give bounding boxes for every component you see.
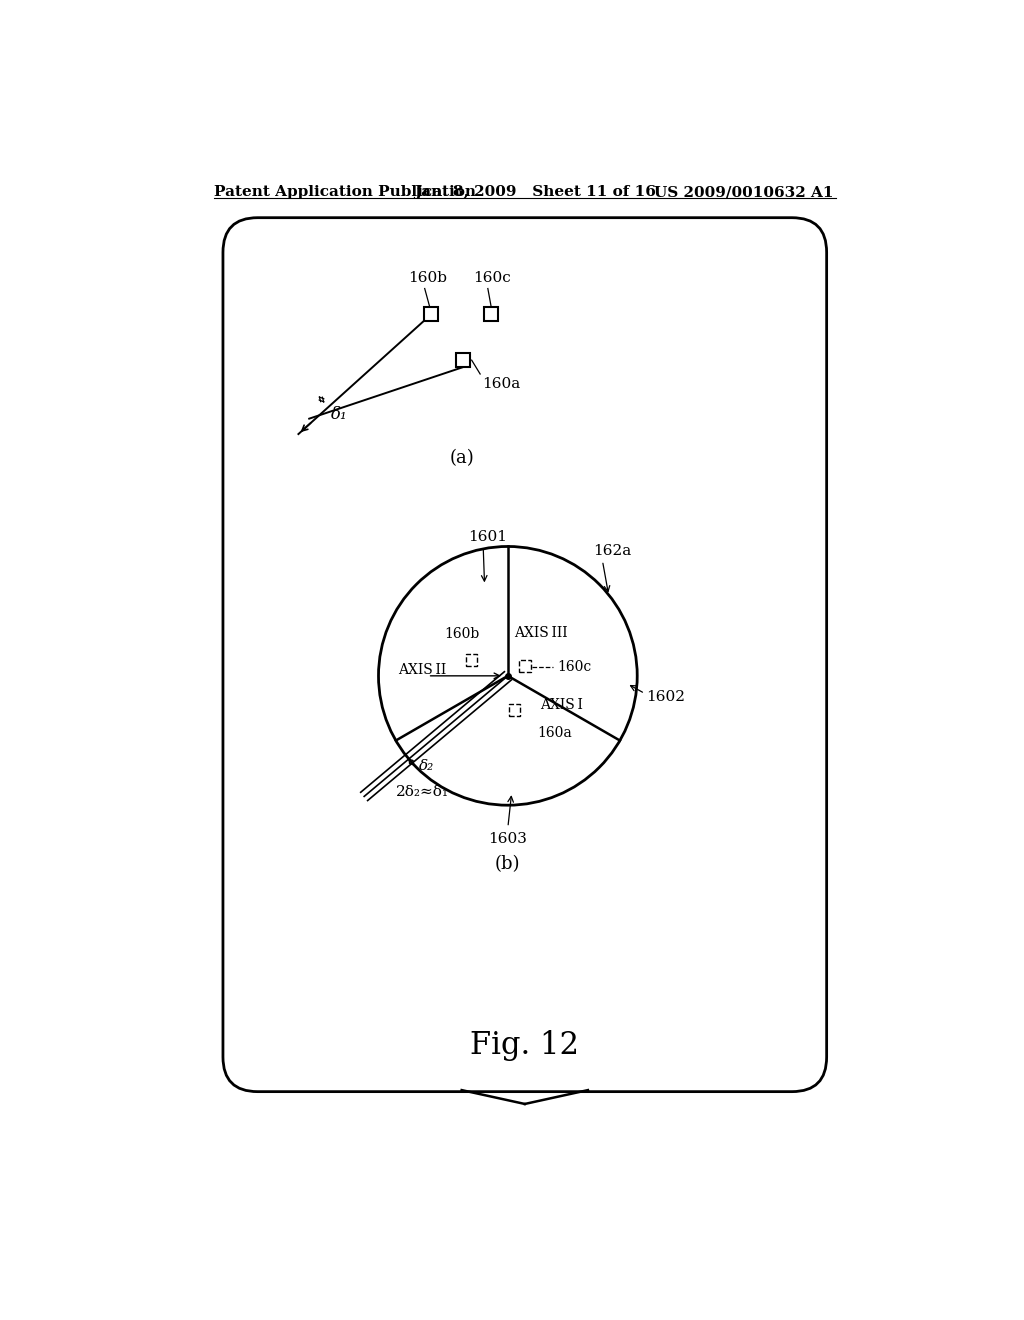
Bar [484, 308, 498, 321]
Bar [457, 354, 470, 367]
Text: Fig. 12: Fig. 12 [470, 1030, 580, 1061]
Text: 1602: 1602 [646, 690, 685, 705]
Text: 1601: 1601 [468, 531, 507, 544]
Text: 160b: 160b [409, 272, 447, 285]
Text: AXIS I: AXIS I [541, 698, 583, 711]
Bar [509, 705, 520, 715]
FancyBboxPatch shape [223, 218, 826, 1092]
Text: δ₁: δ₁ [331, 405, 347, 422]
Text: 160c: 160c [557, 660, 592, 673]
Bar [466, 655, 477, 665]
Text: US 2009/0010632 A1: US 2009/0010632 A1 [654, 185, 834, 199]
Text: 160b: 160b [444, 627, 479, 642]
Bar [519, 660, 531, 672]
Text: Patent Application Publication: Patent Application Publication [214, 185, 476, 199]
Text: Jan. 8, 2009   Sheet 11 of 16: Jan. 8, 2009 Sheet 11 of 16 [414, 185, 655, 199]
Text: AXIS III: AXIS III [514, 627, 567, 640]
Text: AXIS II: AXIS II [398, 663, 446, 677]
Bar [424, 308, 438, 321]
Text: δ₂: δ₂ [419, 759, 434, 772]
Text: 2δ₂≈δ₁: 2δ₂≈δ₁ [396, 785, 449, 799]
Text: (a): (a) [450, 449, 474, 467]
Text: 160a: 160a [482, 378, 520, 391]
Text: 160a: 160a [538, 726, 571, 741]
Text: 162a: 162a [593, 544, 632, 558]
Text: 160c: 160c [473, 272, 511, 285]
Text: (b): (b) [496, 855, 520, 874]
Text: 1603: 1603 [488, 832, 527, 846]
